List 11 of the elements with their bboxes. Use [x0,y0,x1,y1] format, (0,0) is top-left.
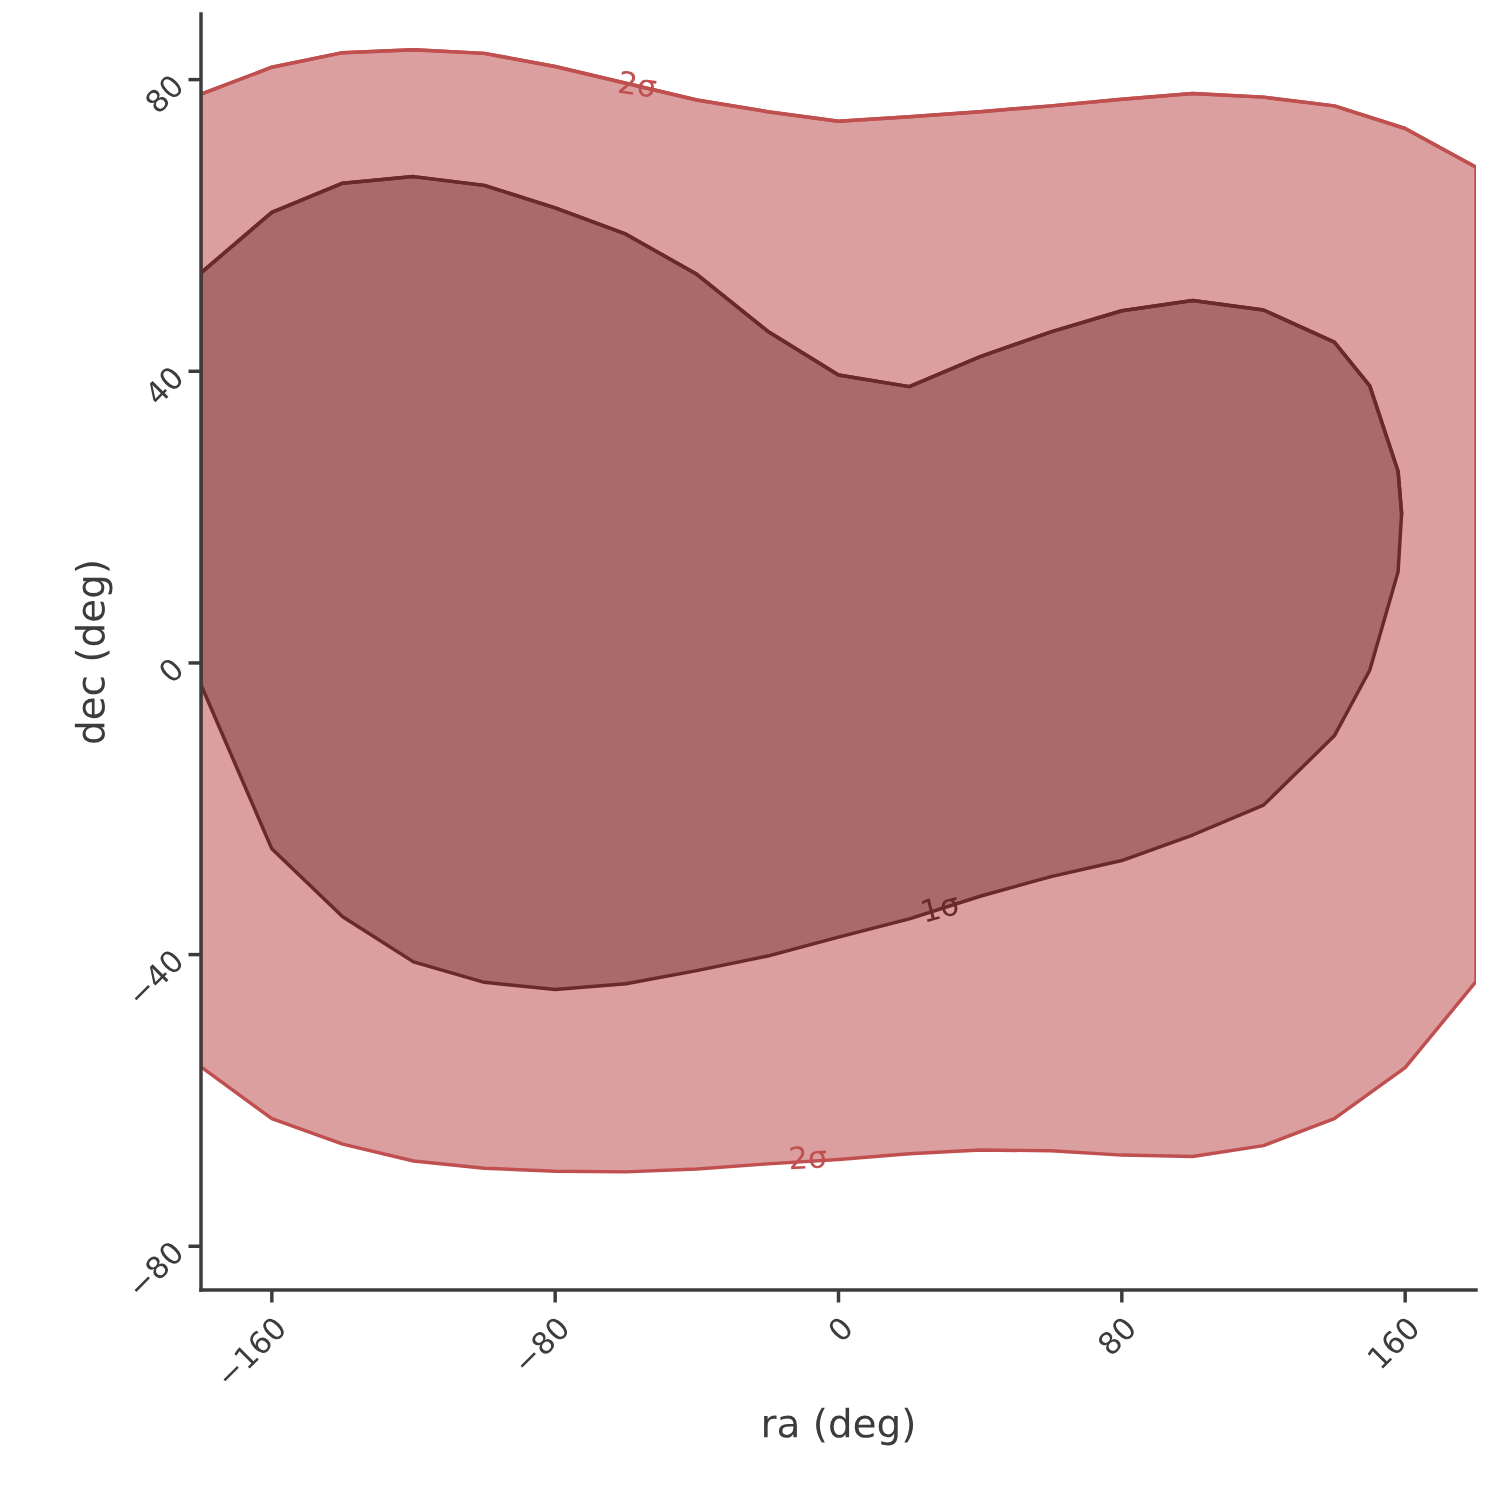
y-tick-label: 0 [157,656,185,684]
y-tick-label: 80 [143,73,185,115]
y-tick-label: −80 [126,1239,185,1299]
y-tick-label: 40 [143,364,185,407]
x-tick-label: 80 [1096,1315,1138,1357]
y-tick-label: −40 [126,948,185,1007]
x-axis-title: ra (deg) [764,1407,914,1446]
x-tick-label: 160 [1366,1315,1421,1370]
x-tick-label: −80 [512,1315,571,1374]
y-axis-title: dec (deg) [74,562,113,743]
x-tick-label: 0 [826,1315,854,1343]
